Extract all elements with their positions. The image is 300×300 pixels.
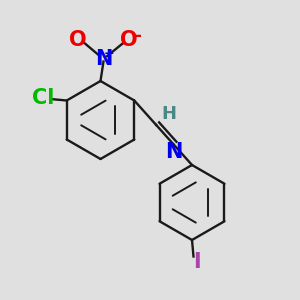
Text: O: O (69, 30, 87, 50)
Text: O: O (120, 30, 138, 50)
Text: +: + (103, 46, 114, 60)
Text: N: N (165, 142, 182, 162)
Text: -: - (135, 27, 141, 45)
Text: N: N (95, 49, 112, 69)
Text: H: H (161, 105, 176, 123)
Text: Cl: Cl (32, 88, 54, 107)
Text: I: I (193, 253, 200, 272)
